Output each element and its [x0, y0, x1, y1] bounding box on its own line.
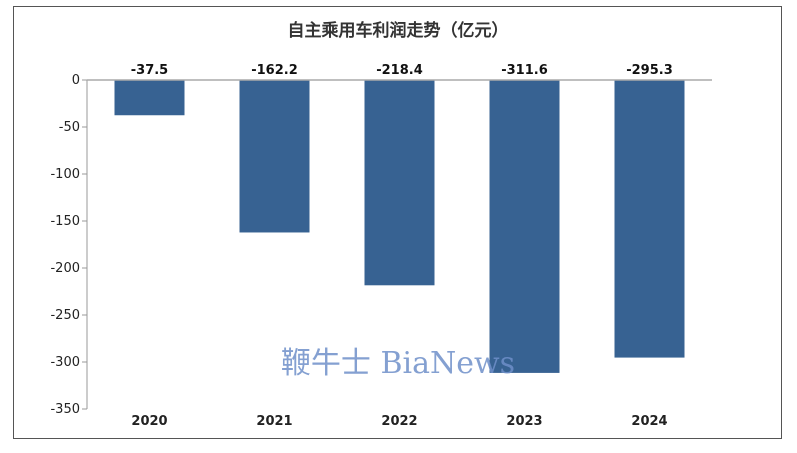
y-tick-label: -200 — [50, 261, 80, 276]
y-tick-label: -100 — [50, 167, 80, 182]
x-category-label: 2022 — [381, 414, 417, 429]
chart-title: 自主乘用车利润走势（亿元） — [288, 20, 509, 41]
bar-2021 — [239, 80, 310, 233]
y-tick-label: -350 — [50, 402, 80, 417]
plot-area: 0 -50 -100 -150 -200 -250 -300 -350 -37.5 2020 -16… — [50, 63, 712, 429]
bar-2022 — [364, 80, 435, 286]
bar-2020 — [114, 80, 185, 116]
x-category-label: 2021 — [256, 414, 292, 429]
x-category-label: 2020 — [131, 414, 167, 429]
data-label-2022: -218.4 — [376, 63, 423, 78]
bar-2023 — [489, 80, 560, 373]
y-tick-label: -50 — [59, 120, 80, 135]
x-category-label: 2023 — [506, 414, 542, 429]
bar-2024 — [614, 80, 685, 358]
data-label-2023: -311.6 — [501, 63, 548, 78]
y-tick-label: -250 — [50, 308, 80, 323]
x-category-label: 2024 — [631, 414, 667, 429]
data-label-2020: -37.5 — [131, 63, 168, 78]
y-tick-label: -150 — [50, 214, 80, 229]
bianews-watermark: 鞭牛士 BiaNews — [281, 346, 515, 381]
data-label-2024: -295.3 — [626, 63, 673, 78]
y-tick-label: -300 — [50, 355, 80, 370]
data-label-2021: -162.2 — [251, 63, 298, 78]
y-tick-label: 0 — [72, 73, 80, 88]
